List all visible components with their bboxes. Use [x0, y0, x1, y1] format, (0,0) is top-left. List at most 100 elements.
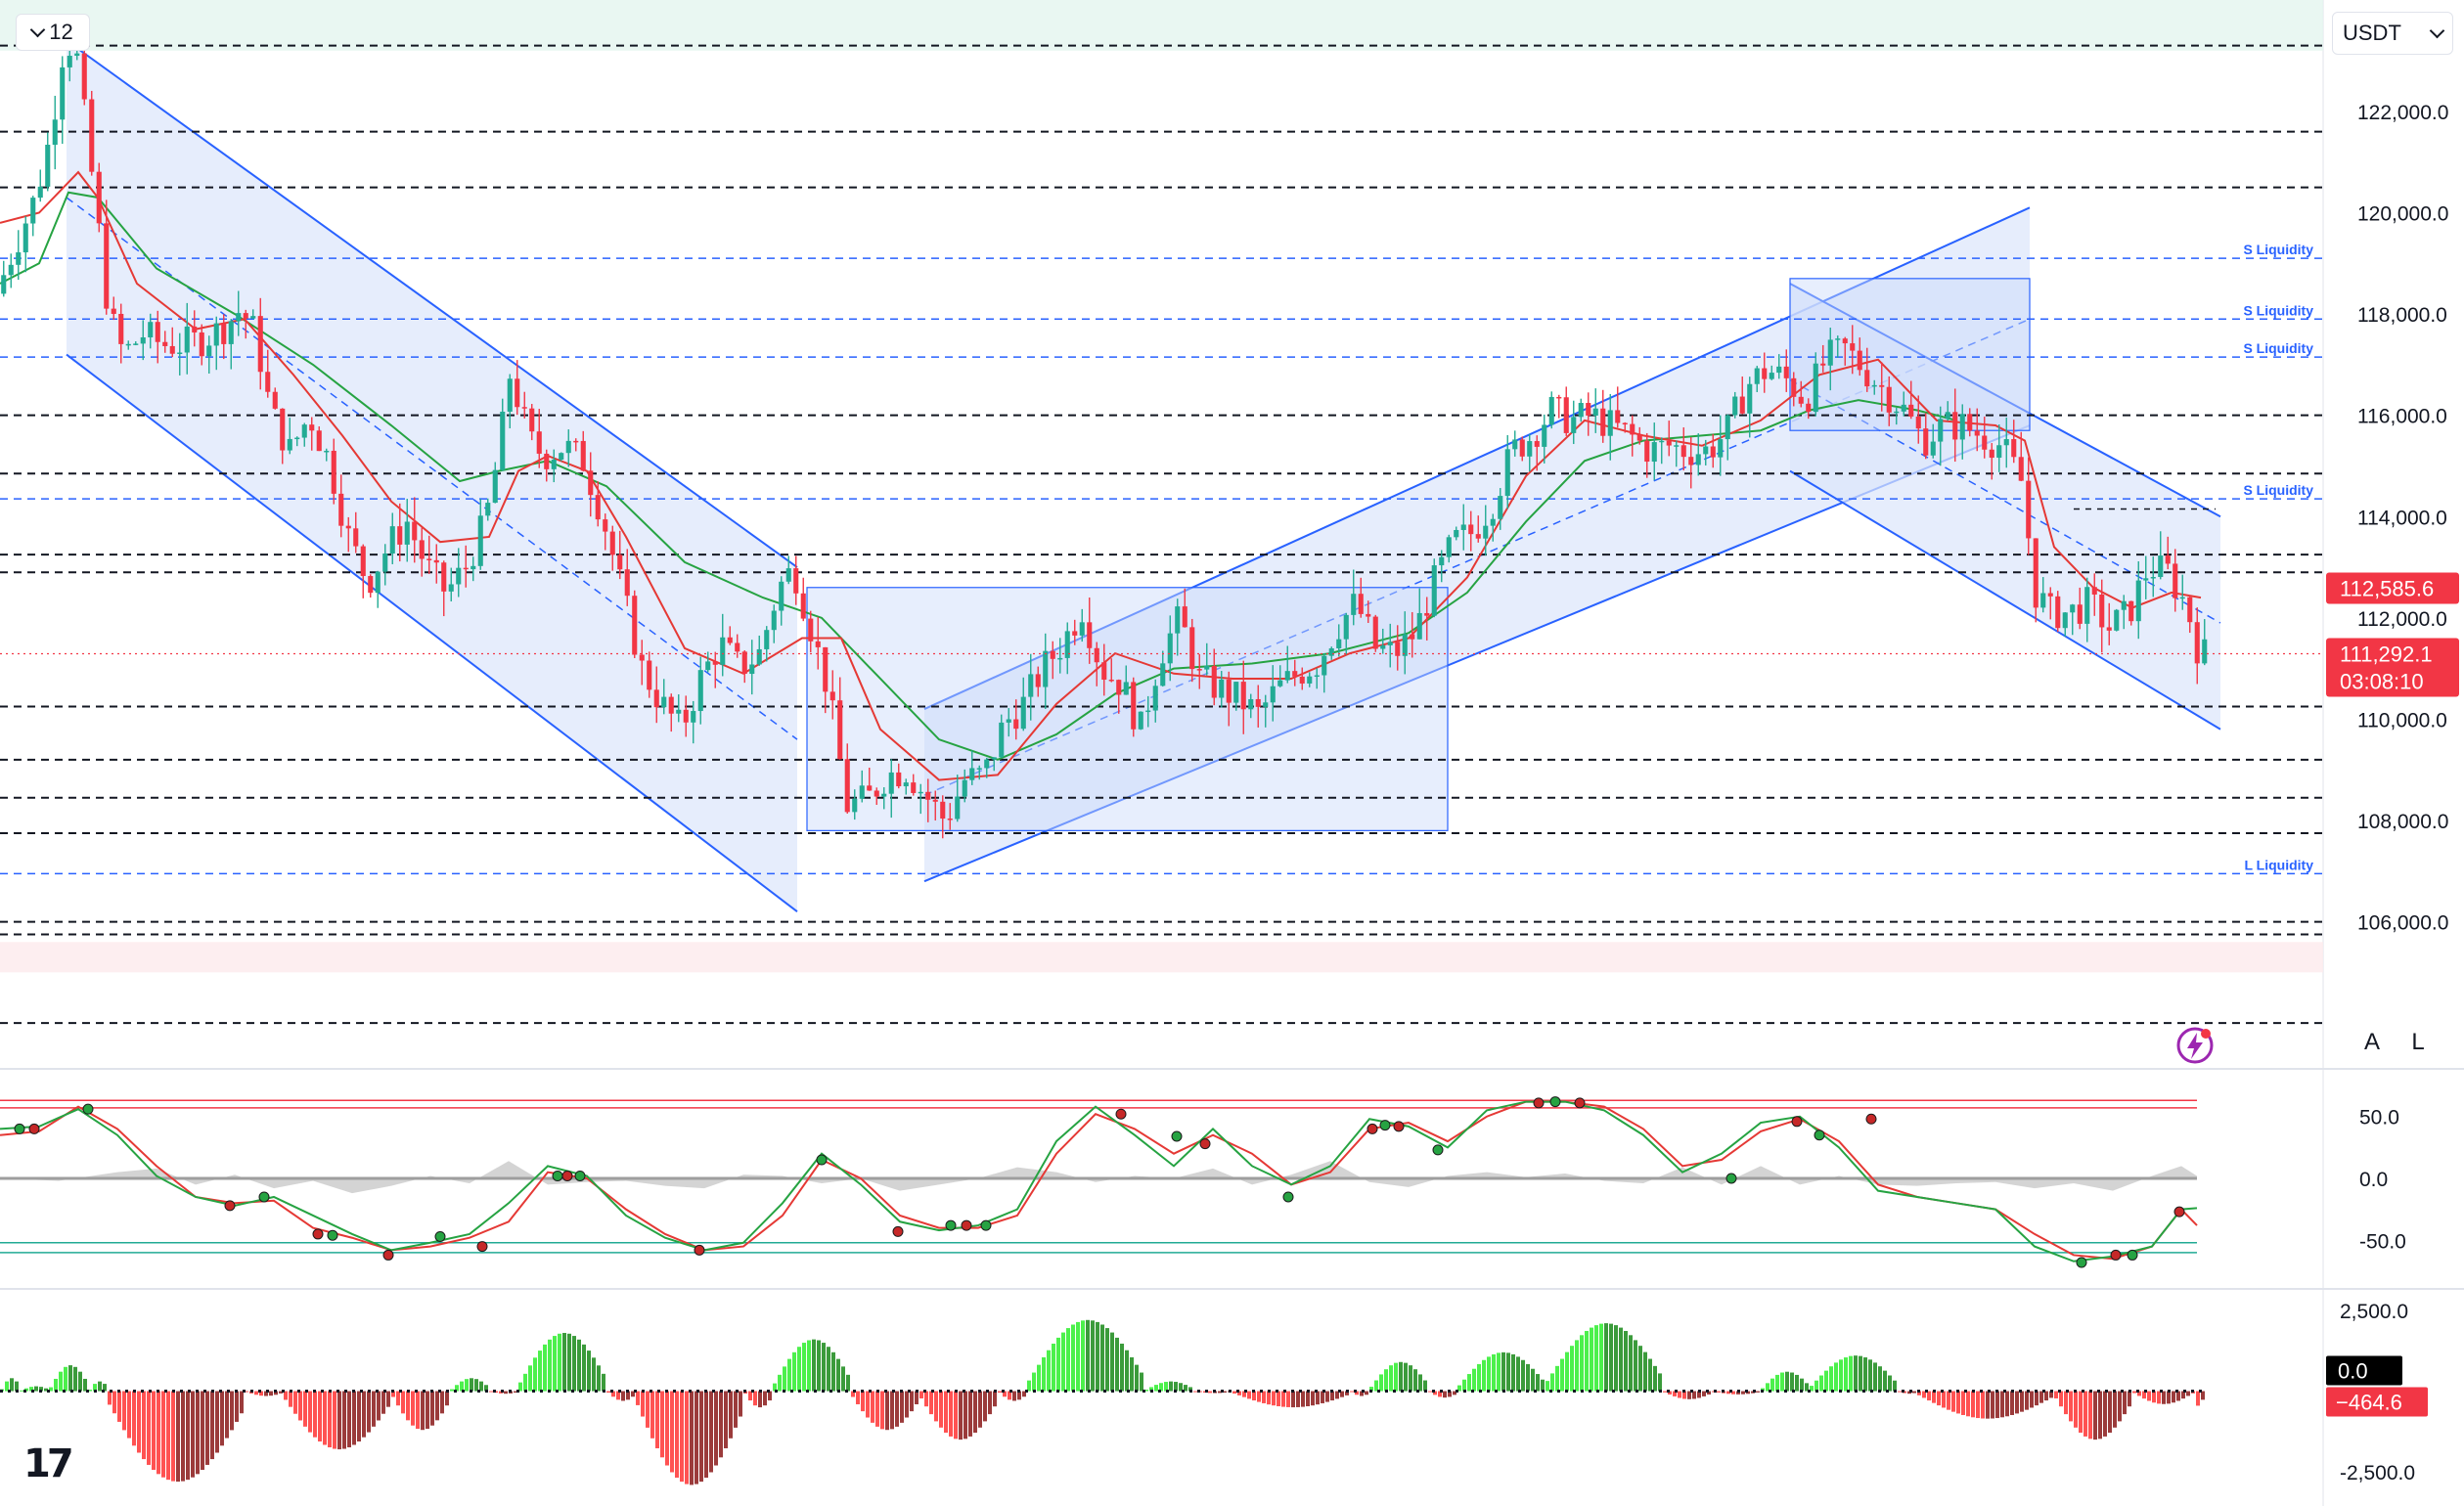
histogram-bar[interactable]	[1257, 1391, 1261, 1402]
candle-body[interactable]	[955, 796, 961, 819]
oscillator-cross-point[interactable]	[1574, 1097, 1586, 1109]
oscillator-cross-point[interactable]	[1791, 1116, 1803, 1128]
candle-body[interactable]	[515, 378, 520, 408]
histogram-bar[interactable]	[616, 1391, 620, 1400]
histogram-bar[interactable]	[1218, 1391, 1222, 1394]
candle-body[interactable]	[1446, 537, 1452, 557]
candle-body[interactable]	[1754, 368, 1760, 384]
histogram-bar[interactable]	[1017, 1391, 1021, 1400]
candle-body[interactable]	[521, 407, 527, 409]
candle-body[interactable]	[1996, 445, 2002, 459]
candle-body[interactable]	[1806, 403, 1812, 413]
candle-body[interactable]	[1974, 430, 1980, 436]
histogram-bar[interactable]	[210, 1391, 214, 1460]
histogram-bar[interactable]	[905, 1391, 909, 1418]
histogram-bar[interactable]	[2088, 1391, 2092, 1440]
histogram-bar[interactable]	[2108, 1391, 2112, 1434]
histogram-bar[interactable]	[1516, 1356, 1520, 1392]
histogram-bar[interactable]	[1663, 1391, 1667, 1393]
oscillator-cross-point[interactable]	[1393, 1121, 1405, 1132]
candle-body[interactable]	[2179, 597, 2185, 599]
candle-body[interactable]	[2165, 555, 2171, 564]
histogram-bar[interactable]	[1922, 1391, 1926, 1398]
histogram-bar[interactable]	[959, 1391, 963, 1440]
histogram-bar[interactable]	[93, 1384, 97, 1392]
histogram-bar[interactable]	[1311, 1391, 1315, 1406]
histogram-bar[interactable]	[1599, 1323, 1603, 1392]
candle-body[interactable]	[1813, 363, 1818, 413]
histogram-bar[interactable]	[1560, 1358, 1564, 1392]
candle-body[interactable]	[1328, 647, 1334, 656]
candle-body[interactable]	[1592, 408, 1598, 416]
histogram-bar[interactable]	[2196, 1391, 2200, 1406]
histogram-bar[interactable]	[1565, 1351, 1569, 1392]
candle-body[interactable]	[793, 568, 799, 594]
histogram-bar[interactable]	[655, 1391, 659, 1448]
histogram-bar[interactable]	[396, 1391, 400, 1406]
candle-body[interactable]	[1688, 457, 1694, 465]
candle-body[interactable]	[433, 559, 439, 563]
histogram-bar[interactable]	[1081, 1320, 1085, 1392]
histogram-bar[interactable]	[1619, 1327, 1623, 1392]
histogram-bar[interactable]	[1824, 1370, 1828, 1392]
histogram-bar[interactable]	[362, 1391, 366, 1438]
histogram-bar[interactable]	[1756, 1391, 1760, 1393]
histogram-bar[interactable]	[1325, 1391, 1329, 1402]
histogram-bar[interactable]	[1629, 1335, 1633, 1392]
histogram-bar[interactable]	[1501, 1351, 1505, 1392]
histogram-bar[interactable]	[1741, 1391, 1745, 1395]
histogram-bar[interactable]	[254, 1391, 258, 1395]
histogram-bar[interactable]	[885, 1391, 889, 1431]
candle-body[interactable]	[470, 565, 476, 570]
histogram-bar[interactable]	[1360, 1391, 1364, 1396]
oscillator-cross-point[interactable]	[1115, 1108, 1127, 1120]
candle-body[interactable]	[140, 336, 146, 344]
candle-body[interactable]	[867, 785, 873, 791]
histogram-bar[interactable]	[132, 1391, 136, 1446]
histogram-bar[interactable]	[567, 1333, 571, 1392]
candle-body[interactable]	[829, 691, 835, 701]
histogram-bar[interactable]	[1917, 1391, 1921, 1395]
histogram-bar[interactable]	[1350, 1391, 1354, 1393]
histogram-bar[interactable]	[553, 1336, 557, 1392]
candle-body[interactable]	[1989, 449, 1994, 459]
histogram-bar[interactable]	[572, 1336, 576, 1392]
histogram-bar[interactable]	[934, 1391, 938, 1422]
histogram-bar[interactable]	[1433, 1391, 1437, 1395]
histogram-bar[interactable]	[861, 1391, 865, 1412]
candle-body[interactable]	[1240, 682, 1246, 710]
histogram-bar[interactable]	[196, 1391, 200, 1475]
histogram-bar[interactable]	[758, 1391, 762, 1408]
candle-body[interactable]	[2114, 609, 2120, 631]
histogram-bar[interactable]	[1438, 1391, 1442, 1397]
histogram-bar[interactable]	[1115, 1337, 1119, 1392]
histogram-bar[interactable]	[797, 1347, 801, 1392]
candle-body[interactable]	[1035, 674, 1041, 687]
histogram-bar[interactable]	[562, 1333, 566, 1392]
oscillator-cross-point[interactable]	[574, 1170, 586, 1181]
histogram-bar[interactable]	[1541, 1379, 1545, 1392]
histogram-bar[interactable]	[739, 1391, 742, 1417]
candle-body[interactable]	[1072, 631, 1078, 636]
log-scale-button[interactable]: L	[2398, 1023, 2438, 1062]
histogram-bar[interactable]	[1829, 1366, 1833, 1392]
histogram-bar[interactable]	[1008, 1391, 1011, 1400]
histogram-bar[interactable]	[910, 1391, 914, 1412]
histogram-bar[interactable]	[445, 1391, 449, 1406]
candle-body[interactable]	[815, 641, 821, 647]
histogram-bar[interactable]	[699, 1391, 703, 1483]
histogram-bar[interactable]	[455, 1385, 459, 1392]
histogram-bar[interactable]	[763, 1391, 767, 1406]
candle-body[interactable]	[653, 689, 659, 708]
candle-body[interactable]	[529, 408, 535, 432]
candle-body[interactable]	[771, 610, 777, 631]
oscillator-cross-point[interactable]	[945, 1219, 957, 1231]
histogram-bar[interactable]	[1482, 1359, 1486, 1392]
candle-body[interactable]	[940, 801, 946, 819]
histogram-bar[interactable]	[1717, 1391, 1721, 1393]
candle-body[interactable]	[1548, 396, 1554, 425]
candle-body[interactable]	[1064, 631, 1070, 658]
candle-body[interactable]	[492, 469, 498, 504]
histogram-bar[interactable]	[1188, 1387, 1192, 1392]
candle-body[interactable]	[2011, 439, 2017, 458]
